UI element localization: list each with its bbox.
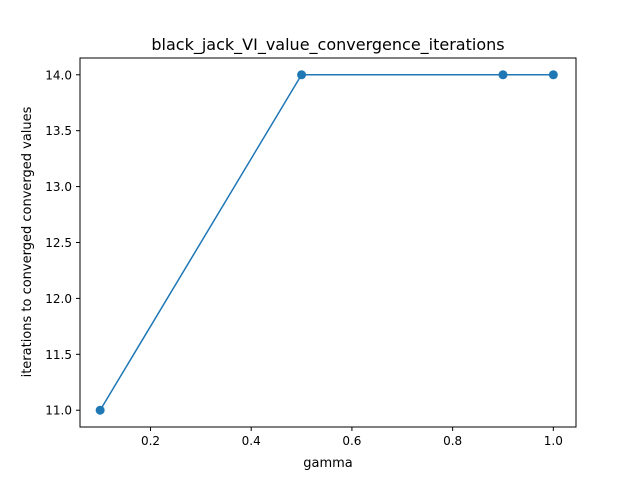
y-axis-ticks: 11.0 11.5 12.0 12.5 13.0 13.5 14.0 bbox=[45, 68, 80, 418]
x-tick-label: 0.2 bbox=[141, 434, 160, 448]
x-axis-label: gamma bbox=[303, 456, 353, 471]
y-tick-label: 13.0 bbox=[45, 180, 72, 194]
y-tick-label: 11.0 bbox=[45, 404, 72, 418]
x-tick-label: 0.8 bbox=[443, 434, 462, 448]
x-tick-label: 0.6 bbox=[342, 434, 361, 448]
y-tick-label: 14.0 bbox=[45, 68, 72, 82]
y-tick-label: 12.0 bbox=[45, 292, 72, 306]
plot-background bbox=[80, 58, 576, 427]
series-layer bbox=[95, 70, 558, 415]
plot-frame bbox=[79, 57, 577, 428]
y-tick-label: 12.5 bbox=[45, 236, 72, 250]
y-tick-label: 11.5 bbox=[45, 348, 72, 362]
plot-area bbox=[80, 58, 576, 427]
x-tick-label: 1.0 bbox=[544, 434, 563, 448]
x-axis-ticks: 0.2 0.4 0.6 0.8 1.0 bbox=[141, 427, 563, 448]
chart-title: black_jack_VI_value_convergence_iteratio… bbox=[151, 35, 504, 55]
y-tick-label: 13.5 bbox=[45, 124, 72, 138]
y-axis-label: iterations to converged converged values bbox=[20, 106, 35, 377]
data-point bbox=[95, 405, 105, 415]
data-point bbox=[297, 70, 307, 80]
series-line bbox=[99, 74, 554, 411]
data-point bbox=[498, 70, 508, 80]
data-point bbox=[548, 70, 558, 80]
x-tick-label: 0.4 bbox=[242, 434, 261, 448]
